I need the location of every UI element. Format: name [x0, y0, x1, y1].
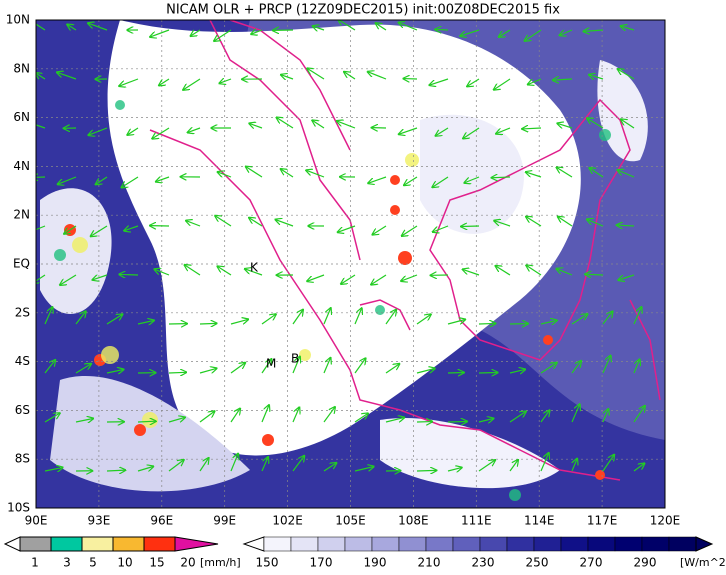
olr-color-box: [291, 537, 318, 551]
lat-label: 2N: [13, 208, 30, 222]
lat-label: EQ: [13, 257, 30, 271]
precip-legend-label: 1: [31, 556, 39, 570]
olr-color-box: [264, 537, 291, 551]
lat-label: 8S: [15, 452, 30, 466]
olr-color-box: [642, 537, 669, 551]
olr-colorbar: [244, 537, 712, 551]
precip-legend-unit: [mm/h]: [200, 556, 241, 569]
wind-arrow: [479, 323, 495, 324]
olr-color-box: [480, 537, 507, 551]
olr-legend-label: 150: [256, 556, 279, 570]
olr-arrow-end: [696, 537, 712, 551]
lon-label: 93E: [87, 514, 110, 528]
olr-legend-label: 270: [580, 556, 603, 570]
lon-label: 105E: [335, 514, 366, 528]
title: NICAM OLR + PRCP (12Z09DEC2015) init:00Z…: [166, 3, 560, 18]
map: [26, 19, 665, 508]
precip-legend-label: 15: [149, 556, 164, 570]
olr-color-box: [561, 537, 588, 551]
lon-label: 114E: [524, 514, 555, 528]
lat-label: 6N: [13, 110, 30, 124]
olr-legend-label: 230: [472, 556, 495, 570]
lon-label: 102E: [272, 514, 303, 528]
lat-label: 6S: [15, 403, 30, 417]
olr-color-box: [669, 537, 696, 551]
precip-legend-label: 20: [180, 556, 195, 570]
precip-colorbar: [5, 537, 218, 551]
wind-arrow: [492, 177, 510, 178]
wind-arrow: [138, 421, 156, 422]
wind-arrow: [169, 372, 186, 373]
lon-label: 111E: [461, 514, 492, 528]
precip-legend-label: 3: [63, 556, 71, 570]
lon-label: 108E: [398, 514, 429, 528]
lat-label: 10N: [6, 13, 30, 27]
olr-legend-unit: [W/m^2]: [680, 556, 726, 569]
wind-arrow: [200, 323, 216, 324]
site-marker: M: [266, 357, 276, 371]
site-marker: B: [291, 352, 299, 366]
olr-legend-label: 290: [634, 556, 657, 570]
lon-label: 96E: [150, 514, 173, 528]
precip-legend-label: 5: [89, 556, 97, 570]
lon-label: 99E: [213, 514, 236, 528]
lon-label: 90E: [25, 514, 48, 528]
lat-label: 4S: [15, 354, 30, 368]
olr-color-box: [507, 537, 534, 551]
olr-legend-label: 190: [364, 556, 387, 570]
olr-color-box: [372, 537, 399, 551]
wind-arrow: [585, 274, 603, 275]
wind-arrow: [120, 274, 138, 275]
precip-legend-label: 10: [117, 556, 132, 570]
site-marker: K: [250, 261, 259, 275]
lat-label: 8N: [13, 61, 30, 75]
olr-color-box: [453, 537, 480, 551]
olr-color-box: [399, 537, 426, 551]
wind-arrow: [448, 372, 464, 373]
lat-label: 2S: [15, 305, 30, 319]
olr-color-box: [318, 537, 345, 551]
olr-color-box: [534, 537, 561, 551]
olr-color-box: [426, 537, 453, 551]
wind-arrow: [435, 29, 448, 30]
olr-color-box: [588, 537, 615, 551]
wind-arrow: [461, 226, 479, 227]
wind-arrow: [448, 421, 467, 422]
olr-legend-label: 250: [526, 556, 549, 570]
lat-label: 4N: [13, 159, 30, 173]
olr-legend-label: 210: [418, 556, 441, 570]
lon-label: 120E: [650, 514, 681, 528]
wind-arrow: [417, 470, 436, 471]
lon-label: 117E: [587, 514, 618, 528]
olr-color-box: [345, 537, 372, 551]
lat-label: 10S: [7, 501, 30, 515]
olr-legend-label: 170: [310, 556, 333, 570]
olr-color-box: [615, 537, 642, 551]
